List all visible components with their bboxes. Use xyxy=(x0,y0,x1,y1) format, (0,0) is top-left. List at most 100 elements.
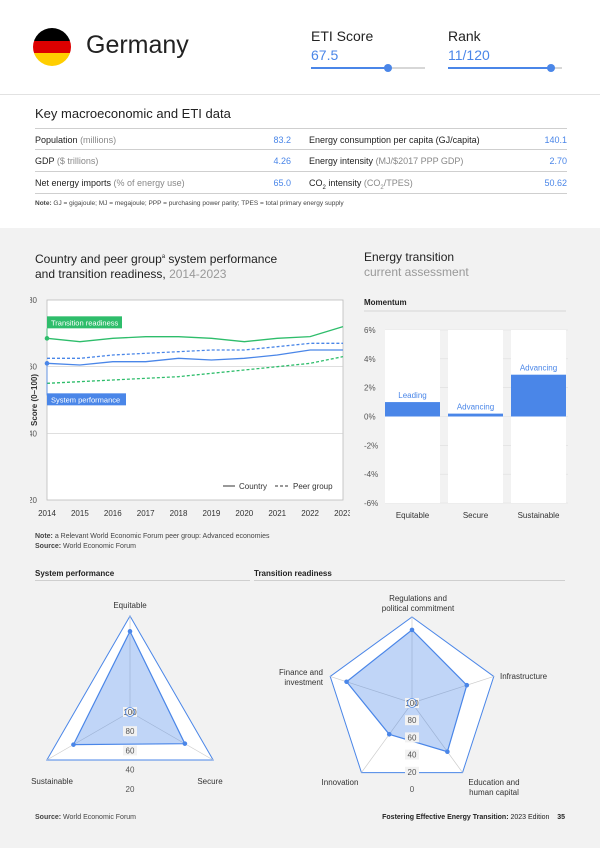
transition-readiness-heading: Transition readiness xyxy=(254,569,332,578)
rank-value: 11/120 xyxy=(448,47,490,63)
system-performance-radar: 020406080100EquitableSecureSustainable xyxy=(31,601,223,794)
radar-spoke xyxy=(129,711,214,761)
radar-tick-label: 100 xyxy=(123,708,137,717)
radar-tick-label: 40 xyxy=(408,751,417,760)
y-tick-label: 60 xyxy=(30,363,38,372)
radar-tick-label: 80 xyxy=(408,716,417,725)
x-tick-label: 2019 xyxy=(203,509,221,518)
row-unit: (millions) xyxy=(80,135,117,145)
x-tick-label: Equitable xyxy=(396,511,430,520)
radar-tick-label: 0 xyxy=(410,785,415,794)
radar-tick-label: 20 xyxy=(126,785,135,794)
x-tick-label: 2017 xyxy=(137,509,155,518)
x-tick-label: 2022 xyxy=(301,509,319,518)
footer-report: Fostering Effective Energy Transition: 2… xyxy=(382,814,565,821)
radar-data-point xyxy=(71,742,76,747)
x-tick-label: 2016 xyxy=(104,509,122,518)
bar xyxy=(511,374,566,417)
radar-axis-label: investment xyxy=(284,678,323,687)
radar-tick-label: 60 xyxy=(126,746,135,755)
bar-value-label: Advancing xyxy=(457,403,494,412)
x-tick-label: 2021 xyxy=(268,509,286,518)
radar-spoke xyxy=(411,702,463,773)
radar-center xyxy=(407,698,417,708)
series-line xyxy=(46,356,344,384)
row-label: CO2 intensity xyxy=(309,178,362,191)
row-value: 140.1 xyxy=(544,135,567,145)
radar-tick-label: 100 xyxy=(405,699,419,708)
tick-bg xyxy=(405,784,419,794)
radar-spoke xyxy=(46,711,131,761)
x-tick-label: 2015 xyxy=(71,509,89,518)
y-tick-label: -2% xyxy=(364,441,378,450)
legend-country-label: Country xyxy=(239,482,267,491)
y-tick-label: 2% xyxy=(364,384,376,393)
radar-axis-label: Finance and xyxy=(279,668,323,677)
macro-table: Population (millions) 83.2 Energy consum… xyxy=(35,128,567,194)
y-tick-label: -4% xyxy=(364,470,378,479)
radar-data-point xyxy=(464,682,470,688)
radar-tick-label: 40 xyxy=(126,766,135,775)
bar xyxy=(385,402,440,417)
y-tick-label: 20 xyxy=(30,496,38,505)
row-unit: ($ trillions) xyxy=(56,156,99,166)
transition-title: Energy transition current assessment xyxy=(364,250,469,279)
performance-line-chart: 20 40 60 80 2014 2015 2016 2017 2018 2019 2020 2021… xyxy=(30,296,350,518)
y-axis-label: Score (0–100) xyxy=(30,374,39,426)
y-tick-label: -6% xyxy=(364,499,378,508)
y-tick-label: 6% xyxy=(364,326,376,335)
radar-data-point xyxy=(127,629,133,634)
tick-bg xyxy=(123,764,137,775)
series-line xyxy=(46,349,343,366)
row-value: 65.0 xyxy=(273,178,291,188)
performance-note: Note: a Relevant World Economic Forum pe… xyxy=(35,533,270,550)
transition-readiness-label-box xyxy=(47,316,122,329)
radar-data-point xyxy=(386,732,392,737)
rank-bar xyxy=(448,64,562,72)
tick-bg xyxy=(405,749,419,760)
radar-tick-label: 20 xyxy=(408,768,417,777)
radar-center xyxy=(125,707,135,717)
row-value: 2.70 xyxy=(549,156,567,166)
eti-score-bar-fill xyxy=(311,67,388,69)
table-row: Population (millions) 83.2 Energy consum… xyxy=(35,128,567,150)
row-value: 4.26 xyxy=(273,156,291,166)
radar-tick-label: 80 xyxy=(126,727,135,736)
row-label: Energy intensity xyxy=(309,156,374,166)
row-label: Net energy imports xyxy=(35,178,112,188)
momentum-bar-chart: Momentum -6% -4% -2% 0% 2% 4% 6% Leading Equitabl… xyxy=(364,298,568,520)
x-tick-label: Secure xyxy=(463,511,489,520)
radar-axis-label: Equitable xyxy=(113,601,147,610)
tick-bg xyxy=(123,783,137,794)
tick-bg xyxy=(405,766,419,777)
eti-score-bar-knob xyxy=(383,64,392,72)
radar-axis-label: Infrastructure xyxy=(500,672,548,681)
divider xyxy=(254,580,565,581)
row-unit: (MJ/$2017 PPP GDP) xyxy=(375,156,464,166)
eti-score-bar xyxy=(311,64,425,72)
tick-bg xyxy=(123,707,137,717)
series-line xyxy=(47,342,343,359)
tick-bg xyxy=(405,732,419,743)
radar-axis-label: Innovation xyxy=(322,778,359,787)
row-unit: (CO2/TPES) xyxy=(363,178,413,191)
system-performance-label-box xyxy=(47,393,126,406)
row-unit: (% of energy use) xyxy=(113,178,185,188)
table-row: GDP ($ trillions) 4.26 Energy intensity … xyxy=(35,150,567,172)
rank-bar-fill xyxy=(448,67,551,69)
eti-score-label: ETI Score xyxy=(311,28,374,44)
x-tick-label: 2014 xyxy=(38,509,56,518)
tick-bg xyxy=(405,698,419,708)
radar-data-area xyxy=(345,629,468,753)
eti-score-value: 67.5 xyxy=(311,47,339,63)
radar-data-point xyxy=(344,679,349,685)
rank: Rank 11/120 xyxy=(448,28,490,63)
macro-note: Note: GJ = gigajoule; MJ = megajoule; PP… xyxy=(35,200,344,207)
row-label: Population xyxy=(35,135,78,145)
radar-data-point xyxy=(409,627,415,633)
y-tick-label: 80 xyxy=(30,296,38,305)
radar-spoke xyxy=(361,702,413,773)
row-value: 50.62 xyxy=(544,178,567,188)
tick-bg xyxy=(123,745,137,756)
country-header: Germany ETI Score 67.5 Rank 11/120 xyxy=(0,0,600,95)
